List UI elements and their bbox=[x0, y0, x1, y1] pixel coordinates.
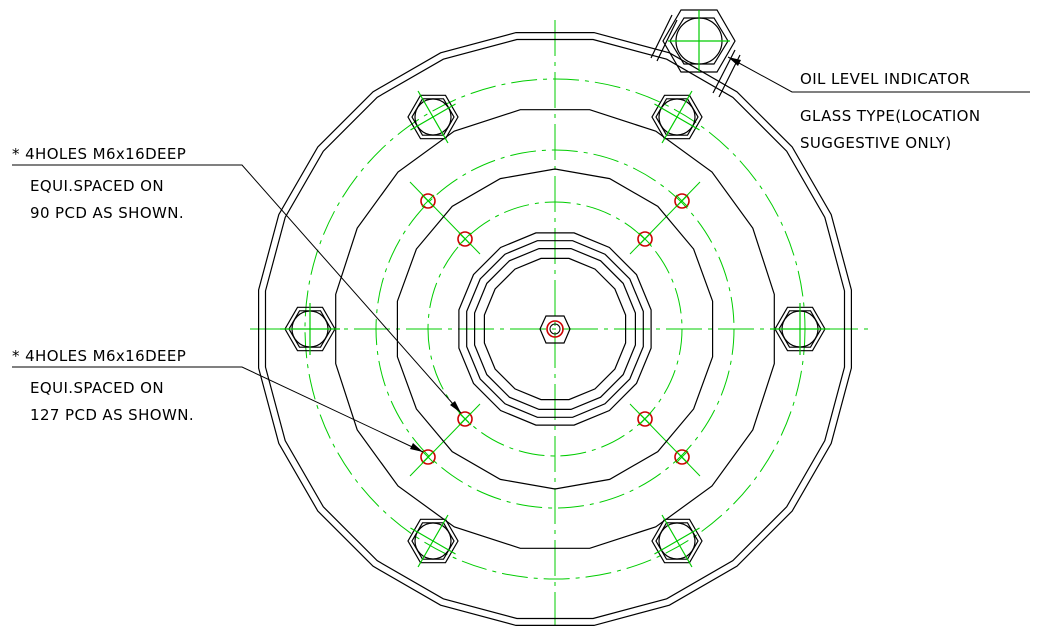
hex-bolt bbox=[280, 303, 340, 355]
tapped-hole-127pcd-circle bbox=[674, 193, 690, 209]
hex-bolt-washer bbox=[414, 98, 452, 136]
tapped-hole-127pcd-cross bbox=[421, 194, 435, 208]
hub-ring-3 bbox=[474, 248, 637, 410]
callout-pcd127-line1: * 4HOLES M6x16DEEP bbox=[12, 347, 186, 365]
tapped-hole-127pcd-cross bbox=[421, 450, 435, 464]
hex-bolt bbox=[651, 514, 703, 568]
callout-pcd127-line2: EQUI.SPACED ON bbox=[30, 379, 164, 397]
arrow-pcd127 bbox=[410, 443, 423, 452]
tapped-hole-90pcd-cross bbox=[638, 232, 652, 246]
leader-oil bbox=[727, 56, 1030, 93]
hex-bolt-centerline-cross bbox=[410, 103, 456, 131]
hex-bolt-centerline-cross bbox=[410, 527, 456, 555]
outer-rim bbox=[258, 31, 853, 627]
callout-oil-line1: OIL LEVEL INDICATOR bbox=[800, 70, 970, 88]
tapped-hole-90pcd-cross bbox=[458, 232, 472, 246]
hex-bolt-washer bbox=[658, 98, 696, 136]
outer-rim-inner bbox=[264, 38, 846, 620]
center-hole-inner bbox=[549, 323, 561, 335]
tapped-hole-90pcd bbox=[637, 231, 653, 247]
center-hole bbox=[546, 320, 564, 338]
tapped-holes bbox=[420, 193, 690, 465]
tapped-hole-90pcd-circle bbox=[457, 231, 473, 247]
hex-bolt bbox=[407, 90, 459, 144]
tapped-hole-127pcd bbox=[420, 449, 436, 465]
indicator-boss-edge-right bbox=[712, 49, 736, 94]
tapped-hole-90pcd-circle bbox=[457, 411, 473, 427]
leader-pcd127 bbox=[12, 366, 424, 453]
tapped-hole-127pcd-circle bbox=[420, 449, 436, 465]
tapped-hole-127pcd-cross bbox=[675, 450, 689, 464]
callout-pcd127-line3: 127 PCD AS SHOWN. bbox=[30, 406, 194, 424]
arrow-pcd90 bbox=[450, 401, 461, 413]
hex-bolt bbox=[770, 303, 830, 355]
pcd-127-centerline bbox=[375, 149, 735, 509]
tapped-hole-127pcd bbox=[420, 193, 436, 209]
center-tapped-hole bbox=[539, 315, 571, 344]
hex-bolt bbox=[407, 514, 459, 568]
hex-bolt bbox=[651, 90, 703, 144]
hex-bolt-centerline-cross bbox=[654, 103, 700, 131]
arrow-oil bbox=[728, 57, 741, 66]
hub-ring-1 bbox=[458, 232, 652, 426]
leader-pcd90 bbox=[12, 164, 462, 414]
callout-pcd90-line1: * 4HOLES M6x16DEEP bbox=[12, 145, 186, 163]
callout-oil-line2: GLASS TYPE(LOCATION bbox=[800, 107, 981, 125]
callout-oil-line3: SUGGESTIVE ONLY) bbox=[800, 134, 952, 152]
callout-pcd90: * 4HOLES M6x16DEEP EQUI.SPACED ON 90 PCD… bbox=[12, 145, 186, 222]
tapped-hole-90pcd bbox=[457, 231, 473, 247]
tapped-hole-90pcd-cross bbox=[638, 412, 652, 426]
leader-lines bbox=[12, 56, 1030, 453]
indicator-boss-edge-left bbox=[650, 14, 673, 59]
tapped-hole-90pcd-circle bbox=[637, 231, 653, 247]
callout-pcd127: * 4HOLES M6x16DEEP EQUI.SPACED ON 127 PC… bbox=[12, 347, 194, 424]
tapped-hole-127pcd-circle bbox=[420, 193, 436, 209]
tapped-hole-90pcd-circle bbox=[637, 411, 653, 427]
inner-face-ring bbox=[335, 109, 775, 549]
callout-pcd90-line3: 90 PCD AS SHOWN. bbox=[30, 204, 184, 222]
callout-oil-level: OIL LEVEL INDICATOR GLASS TYPE(LOCATION … bbox=[800, 70, 981, 152]
tapped-hole-127pcd bbox=[674, 449, 690, 465]
leader-arrowheads bbox=[410, 57, 741, 452]
oil-level-indicator bbox=[650, 9, 741, 98]
indicator-hex-outer bbox=[662, 9, 736, 73]
tapped-hole-90pcd-cross bbox=[458, 412, 472, 426]
indicator-boss-edge-left2 bbox=[656, 19, 678, 62]
hex-bolt-washer bbox=[414, 522, 452, 560]
hub-ring-2 bbox=[466, 240, 644, 418]
center-hex bbox=[539, 315, 571, 344]
callout-pcd90-line2: EQUI.SPACED ON bbox=[30, 177, 164, 195]
tapped-hole-90pcd bbox=[637, 411, 653, 427]
tapped-hole-90pcd bbox=[457, 411, 473, 427]
tapped-hole-127pcd-cross bbox=[675, 194, 689, 208]
pcd-90-centerline bbox=[427, 201, 683, 457]
middle-ring bbox=[396, 168, 714, 490]
hub-ring-4 bbox=[483, 257, 627, 401]
tapped-hole-127pcd-circle bbox=[674, 449, 690, 465]
tapped-hole-127pcd bbox=[674, 193, 690, 209]
hex-bolts bbox=[280, 90, 830, 568]
hex-bolt-washer bbox=[658, 522, 696, 560]
flange-outlines bbox=[258, 31, 853, 627]
hex-bolt-centerline-cross bbox=[654, 527, 700, 555]
